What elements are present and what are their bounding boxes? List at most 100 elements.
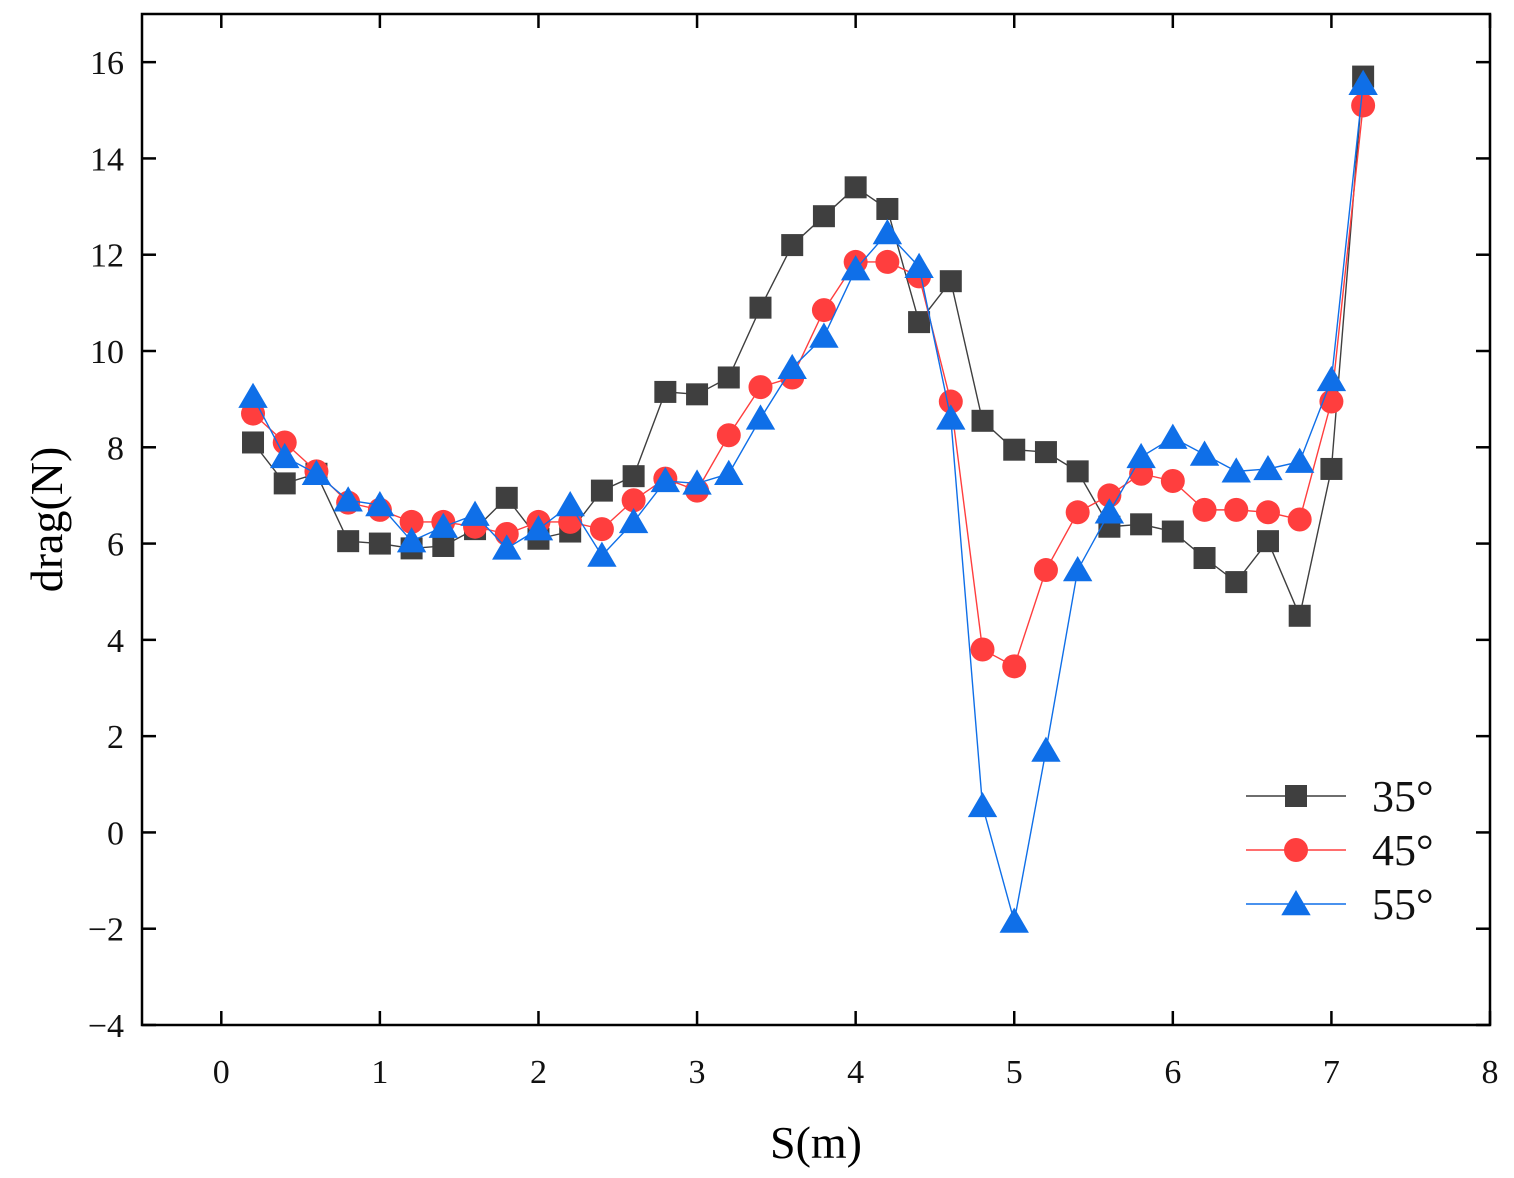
data-point [1221,457,1251,483]
data-point [717,366,740,389]
data-point [781,234,804,257]
y-tick-label: 16 [90,45,124,82]
series-1 [241,93,1376,679]
data-point [1348,69,1378,96]
data-point [970,637,995,662]
data-point [396,527,427,553]
data-point [272,430,297,455]
data-point [1256,530,1279,553]
x-tick-label: 6 [1164,1054,1181,1091]
y-tick-label: 10 [90,334,124,371]
data-point [1189,440,1220,466]
data-point [749,296,772,319]
data-point [811,298,836,323]
data-point [1158,423,1188,449]
x-tick-label: 1 [371,1054,388,1091]
legend-label: 45° [1372,826,1434,875]
data-point [460,500,490,526]
data-point [1066,460,1089,483]
y-tick-label: −2 [88,912,124,949]
y-tick-label: 0 [107,815,124,852]
series-2 [238,69,1378,933]
x-tick-label: 2 [530,1054,547,1091]
y-tick-label: 4 [107,623,124,660]
legend-marker [1281,890,1311,916]
data-point [1065,500,1090,525]
data-point [1130,513,1153,536]
data-point [494,521,519,546]
data-point [242,431,265,454]
data-point [971,409,994,432]
series-line [252,76,1364,619]
data-point [844,176,867,199]
data-point [967,791,998,818]
y-tick-label: 6 [107,527,124,564]
data-point [495,486,518,509]
plot-frame [140,12,1492,1027]
data-point [1224,497,1249,522]
data-point [650,466,681,493]
data-point [809,322,839,348]
data-point [523,515,554,541]
x-tick-label: 5 [1006,1054,1023,1091]
data-point [587,541,617,567]
data-point [1287,507,1312,532]
tick-marks [142,14,1492,1027]
data-point [1126,442,1156,469]
x-axis-title: S(m) [770,1117,862,1168]
data-point [273,472,296,495]
data-point [1225,571,1248,594]
data-point [589,517,614,542]
data-point [270,442,300,469]
data-point [1320,457,1343,480]
data-point [399,509,424,534]
data-point [1160,468,1185,493]
data-point [872,219,903,245]
data-point [333,486,363,512]
data-point [590,479,613,502]
data-point [432,534,455,557]
data-point [875,249,900,274]
data-point [1002,654,1027,679]
data-point [908,311,931,334]
data-point [622,465,645,488]
data-point [840,255,871,281]
legend: 35° 45° 55° [1246,772,1434,929]
data-point [716,423,741,448]
data-point [555,491,585,517]
data-point [936,404,966,430]
legend-marker [1285,785,1307,807]
data-point [368,532,391,555]
legend-label: 35° [1372,772,1434,821]
data-point [1161,520,1184,543]
data-point [1003,438,1026,461]
data-point [682,469,712,495]
data-point [1253,454,1283,481]
data-point [904,252,934,278]
data-point [492,534,522,560]
data-point [1062,556,1093,582]
legend-item: 45° [1246,826,1434,875]
y-axis-title: drag(N) [21,447,72,593]
data-point [621,488,646,513]
legend-item: 35° [1246,772,1434,821]
data-point [654,380,677,403]
data-point [939,270,962,293]
data-point [1034,441,1057,464]
legend-marker [1284,838,1308,862]
data-point [777,353,807,380]
data-point [1284,447,1315,473]
data-point [938,389,963,414]
y-tick-label: 8 [107,430,124,467]
y-tick-label: −4 [88,1008,124,1045]
data-point [337,530,360,553]
x-tick-label: 3 [689,1054,706,1091]
x-tick-label: 0 [213,1054,230,1091]
data-point [714,459,744,485]
data-point [876,197,899,220]
data-point [999,907,1029,933]
data-point [812,205,835,228]
data-point [618,507,649,534]
